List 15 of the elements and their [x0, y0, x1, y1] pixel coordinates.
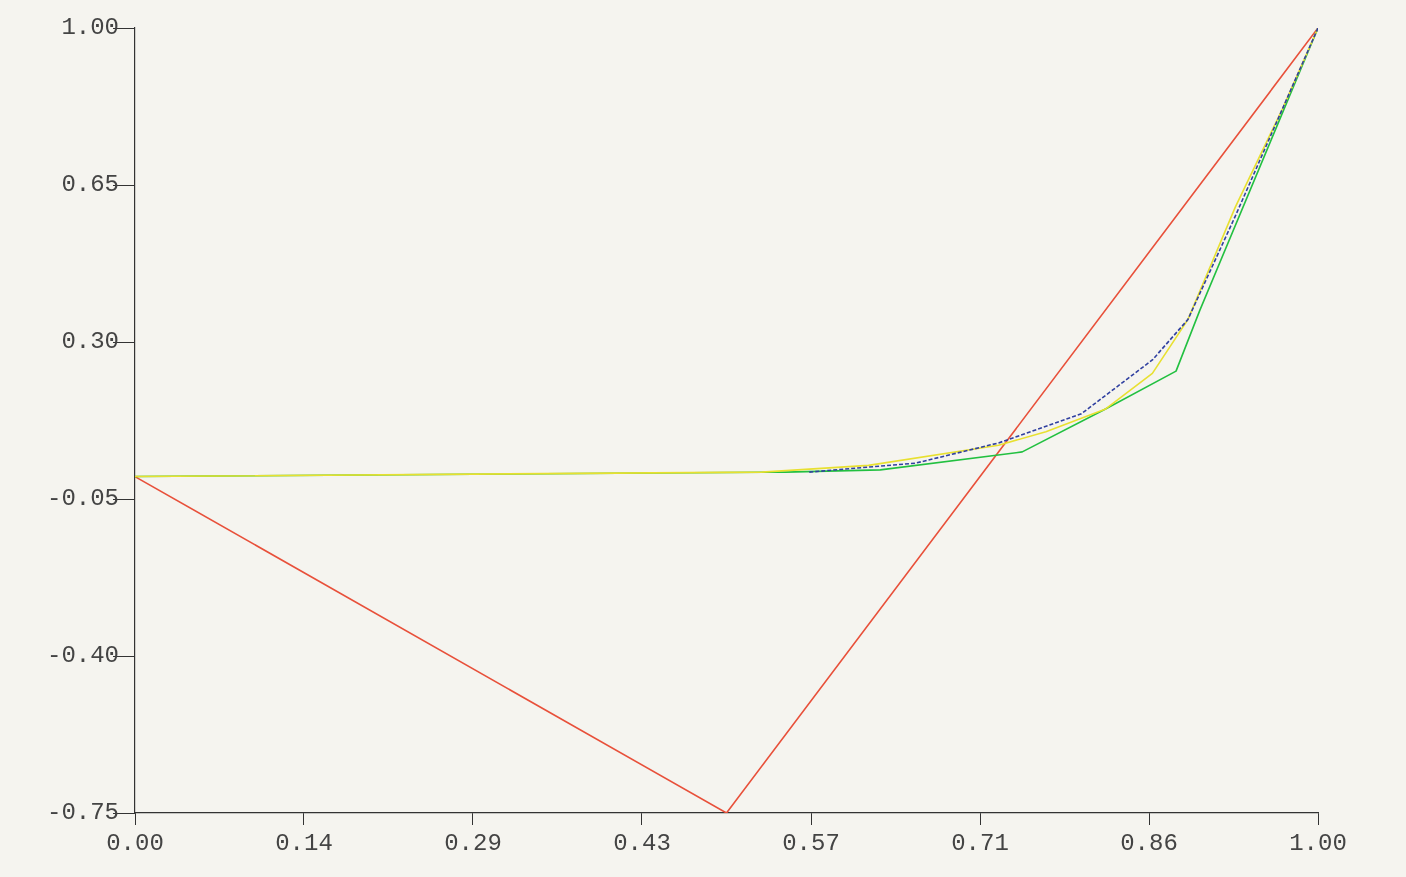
y-tick-label: 0.30	[61, 328, 119, 356]
y-tick-label: -0.05	[46, 485, 119, 513]
y-tick-label: 1.00	[61, 14, 119, 42]
line-series	[808, 28, 1318, 473]
x-tick-label: 1.00	[1289, 829, 1347, 857]
y-tick-label: -0.40	[46, 642, 119, 670]
x-tick-label: 0.86	[1120, 829, 1178, 857]
y-tick-label: 0.65	[61, 171, 119, 199]
y-tick-label: -0.75	[46, 799, 119, 827]
x-tick-label: 0.14	[275, 829, 333, 857]
x-tick-label: 0.29	[444, 829, 502, 857]
x-tick-label: 0.57	[782, 829, 840, 857]
x-tick-label: 0.00	[106, 829, 164, 857]
x-tick-label: 0.71	[951, 829, 1009, 857]
x-tick-label: 0.43	[613, 829, 671, 857]
